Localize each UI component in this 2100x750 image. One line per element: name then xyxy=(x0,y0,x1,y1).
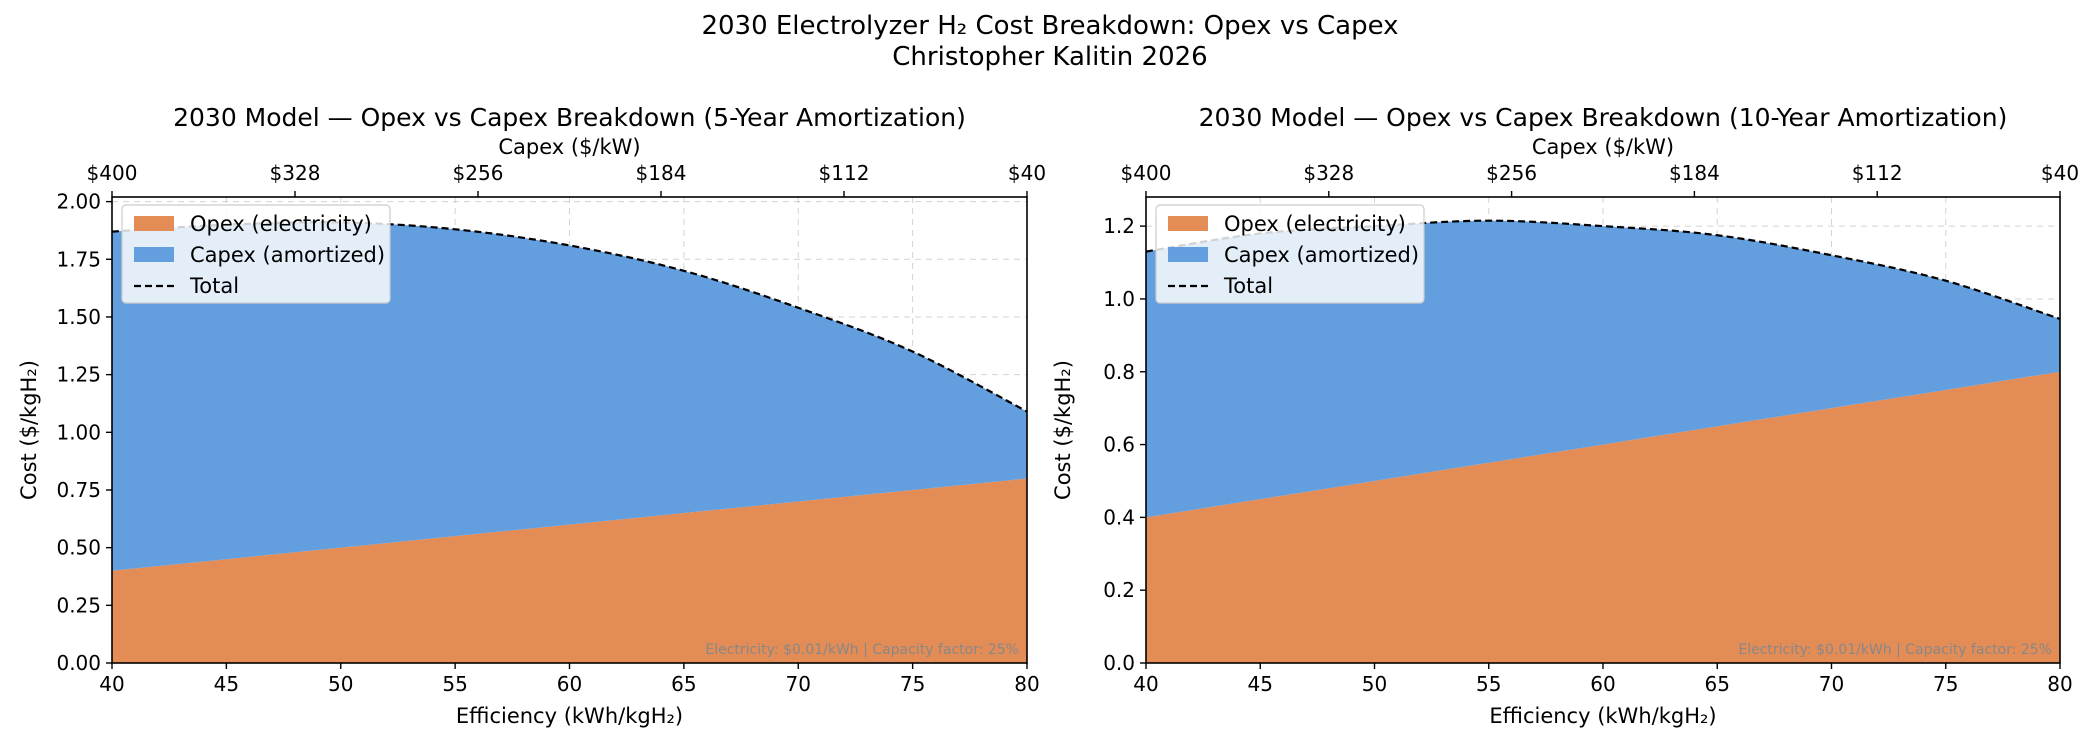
x-tick-label: 60 xyxy=(1590,672,1615,696)
x-tick-label: 80 xyxy=(2047,672,2072,696)
legend-box xyxy=(121,204,391,304)
y-axis-label: Cost ($/kgH₂) xyxy=(17,360,41,500)
legend-swatch xyxy=(134,216,174,231)
x-tick-label: 55 xyxy=(1476,672,1501,696)
x-tick-label: 45 xyxy=(214,672,239,696)
x-axis-label: Efficiency (kWh/kgH₂) xyxy=(1489,704,1716,728)
legend-label: Opex (electricity) xyxy=(1224,212,1406,236)
capex-tick-label: $328 xyxy=(270,161,321,185)
legend-swatch xyxy=(134,247,174,262)
x-tick-label: 70 xyxy=(786,672,811,696)
x-axis-label: Efficiency (kWh/kgH₂) xyxy=(456,704,683,728)
y-tick-label: 1.25 xyxy=(56,363,101,387)
capex-tick-label: $40 xyxy=(2041,161,2079,185)
x-tick-label: 50 xyxy=(1362,672,1387,696)
x-tick-label: 75 xyxy=(900,672,925,696)
capex-axis-label: Capex ($/kW) xyxy=(498,135,640,159)
x-tick-label: 50 xyxy=(328,672,353,696)
chart-annotation: Electricity: $0.01/kWh | Capacity factor… xyxy=(705,642,1019,658)
y-tick-label: 0.75 xyxy=(56,478,101,502)
x-tick-label: 60 xyxy=(557,672,582,696)
capex-axis-label: Capex ($/kW) xyxy=(1532,135,1674,159)
y-tick-label: 0.2 xyxy=(1103,578,1135,602)
x-tick-label: 75 xyxy=(1933,672,1958,696)
y-tick-label: 1.0 xyxy=(1103,287,1135,311)
y-tick-label: 0.25 xyxy=(56,593,101,617)
y-tick-label: 1.00 xyxy=(56,420,101,444)
x-tick-label: 80 xyxy=(1014,672,1039,696)
capex-tick-label: $256 xyxy=(453,161,504,185)
y-tick-label: 0.50 xyxy=(56,536,101,560)
x-tick-label: 65 xyxy=(1705,672,1730,696)
y-tick-label: 0.6 xyxy=(1103,433,1135,457)
capex-tick-label: $112 xyxy=(1852,161,1903,185)
y-tick-label: 0.00 xyxy=(56,651,101,675)
legend-label: Capex (amortized) xyxy=(1224,243,1419,267)
y-tick-label: 1.50 xyxy=(56,305,101,329)
legend-label: Opex (electricity) xyxy=(190,212,372,236)
legend-box xyxy=(1155,204,1425,304)
x-tick-label: 65 xyxy=(671,672,696,696)
legend: Opex (electricity) Capex (amortized) Total xyxy=(1155,204,1425,304)
figure-subtitle: Christopher Kalitin 2026 xyxy=(892,42,1207,72)
y-tick-label: 0.8 xyxy=(1103,360,1135,384)
legend-label: Capex (amortized) xyxy=(190,243,385,267)
chart-annotation: Electricity: $0.01/kWh | Capacity factor… xyxy=(1738,642,2052,658)
capex-tick-label: $328 xyxy=(1303,161,1354,185)
total-line xyxy=(1145,219,2061,321)
y-tick-label: 1.2 xyxy=(1103,214,1135,238)
chart-5-year: 40 45 50 55 60 65 70 75 80 0.00 0.25 0.50 0.75 1.00 1.… xyxy=(17,103,1046,728)
capex-tick-label: $256 xyxy=(1486,161,1537,185)
y-tick-label: 1.75 xyxy=(56,247,101,271)
figure-title: 2030 Electrolyzer H₂ Cost Breakdown: Ope… xyxy=(701,11,1398,41)
y-tick-label: 0.0 xyxy=(1103,651,1135,675)
opex-area xyxy=(1146,371,2060,663)
legend-swatch xyxy=(1168,216,1208,231)
legend-label: Total xyxy=(189,274,239,298)
capex-tick-label: $112 xyxy=(819,161,870,185)
x-tick-label: 40 xyxy=(99,672,124,696)
y-tick-label: 2.00 xyxy=(56,190,101,214)
chart-title: 2030 Model — Opex vs Capex Breakdown (5-… xyxy=(173,103,966,132)
y-tick-label: 0.4 xyxy=(1103,505,1135,529)
capex-tick-label: $400 xyxy=(1121,161,1172,185)
x-tick-label: 40 xyxy=(1133,672,1158,696)
x-tick-label: 55 xyxy=(442,672,467,696)
opex-area xyxy=(112,478,1027,663)
chart-10-year: 40 45 50 55 60 65 70 75 80 0.0 0.2 0.4 0.6 0.8 1.0 1.2 $… xyxy=(1051,103,2079,728)
legend-swatch xyxy=(1168,247,1208,262)
capex-tick-label: $184 xyxy=(636,161,687,185)
legend-label: Total xyxy=(1223,274,1273,298)
capex-tick-label: $400 xyxy=(87,161,138,185)
x-tick-label: 45 xyxy=(1248,672,1273,696)
y-axis-label: Cost ($/kgH₂) xyxy=(1051,360,1075,500)
legend: Opex (electricity) Capex (amortized) Total xyxy=(121,204,391,304)
x-tick-label: 70 xyxy=(1819,672,1844,696)
chart-title: 2030 Model — Opex vs Capex Breakdown (10… xyxy=(1199,103,2008,132)
capex-area xyxy=(112,222,1027,571)
capex-tick-label: $184 xyxy=(1669,161,1720,185)
capex-tick-label: $40 xyxy=(1008,161,1046,185)
